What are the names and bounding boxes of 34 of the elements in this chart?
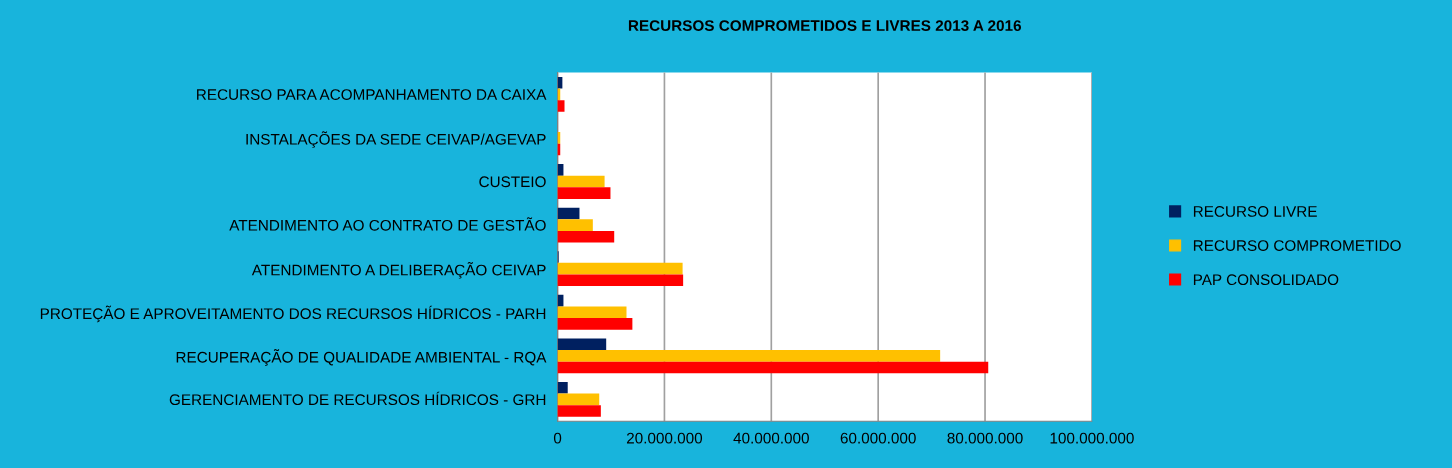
bar <box>557 381 568 394</box>
legend-label: RECURSO COMPROMETIDO <box>1193 240 1401 251</box>
x-tick-label: 80.000.000 <box>947 432 1023 444</box>
bar <box>557 306 627 319</box>
x-tick-label: 40.000.000 <box>733 432 809 444</box>
bar <box>557 405 601 417</box>
y-tick-label: ATENDIMENTO AO CONTRATO DE GESTÃO <box>229 217 546 231</box>
y-tick-label: ATENDIMENTO A DELIBERAÇÃO CEIVAP <box>251 261 546 279</box>
y-tick-label: RECUPERAÇÃO DE QUALIDADE AMBIENTAL - RQA <box>176 349 547 366</box>
bar <box>557 393 600 406</box>
x-tick-label: 60.000.000 <box>840 432 916 444</box>
bar <box>557 207 580 220</box>
x-tick-label: 0 <box>553 432 562 444</box>
bar <box>557 187 611 199</box>
legend-label: PAP CONSOLIDADO <box>1193 274 1339 286</box>
bar <box>557 230 615 243</box>
x-tick-label: 20.000.000 <box>626 432 703 444</box>
bar <box>557 262 683 275</box>
bar <box>557 175 605 188</box>
y-tick-label: INSTALAÇÕES DA SEDE CEIVAP/AGEVAP <box>246 131 546 148</box>
y-tick-label: RECURSO PARA ACOMPANHAMENTO DA CAIXA <box>197 89 547 101</box>
bar <box>557 219 593 231</box>
x-tick-label: 100.000.000 <box>1050 432 1134 444</box>
y-tick-label: CUSTEIO <box>479 176 546 188</box>
chart-title: RECURSOS COMPROMETIDOS E LIVRES 2013 A 2016 <box>628 20 1021 32</box>
bar <box>557 100 565 112</box>
bar <box>557 338 607 351</box>
bar <box>557 361 989 374</box>
legend-label: RECURSO LIVRE <box>1193 206 1317 217</box>
bar <box>557 350 941 362</box>
y-tick-label: PROTEÇÃO E APROVEITAMENTO DOS RECURSOS HÍDRICOS - PARH <box>40 305 546 323</box>
bar <box>557 318 633 330</box>
y-tick-label: GERENCIAMENTO DE RECURSOS HÍDRICOS - GRH <box>169 391 546 406</box>
bar <box>557 274 684 287</box>
